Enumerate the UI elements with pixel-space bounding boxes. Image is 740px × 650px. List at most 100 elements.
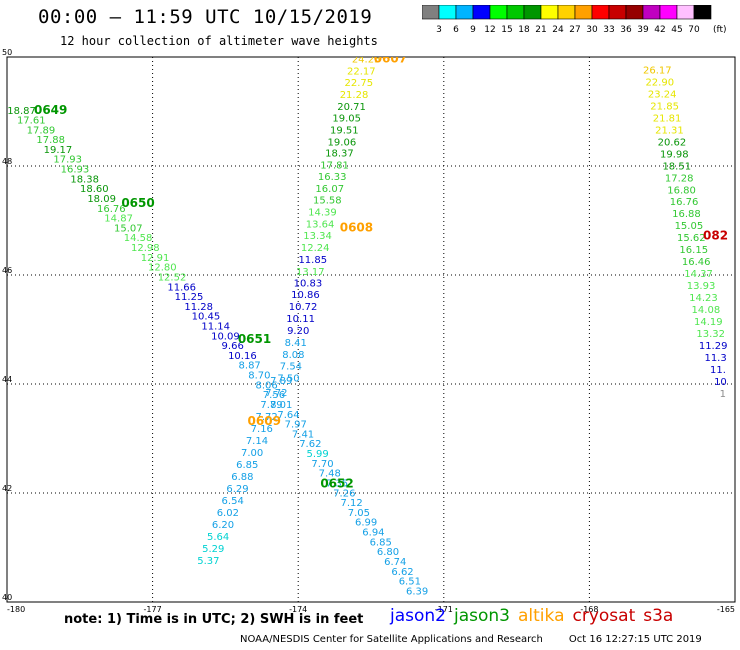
pass-id-label: 0607 — [374, 51, 407, 65]
x-tick-label: -177 — [144, 605, 162, 614]
wave-height-value: 6.80 — [377, 547, 399, 558]
wave-height-value: 19.51 — [330, 125, 359, 136]
wave-height-value: 12.91 — [141, 253, 170, 264]
pass-id-label: 0650 — [121, 196, 154, 210]
wave-height-value: 17.28 — [665, 173, 694, 184]
x-tick-label: -165 — [717, 605, 735, 614]
wave-height-value: 16.15 — [679, 245, 708, 256]
wave-height-value: 22.90 — [645, 77, 674, 88]
wave-height-value: 6.99 — [355, 518, 377, 529]
wave-height-value: 11.28 — [184, 302, 213, 313]
wave-height-value: 19.98 — [660, 149, 689, 160]
wave-height-value: 11.3 — [704, 353, 726, 364]
wave-height-value: 7.26 — [333, 488, 355, 499]
color-unit-label: (ft) — [713, 25, 727, 35]
x-tick-label: -171 — [435, 605, 453, 614]
footnote: note: 1) Time is in UTC; 2) SWH is in fe… — [64, 612, 364, 627]
wave-height-value: 16.80 — [667, 185, 696, 196]
color-swatch — [489, 5, 508, 20]
x-tick-label: -174 — [289, 605, 307, 614]
wave-height-value: 24.25 — [352, 54, 381, 65]
legend-entry-s3a: s3a — [643, 606, 674, 626]
wave-height-value: 22.75 — [345, 78, 374, 89]
wave-height-value: 10.72 — [289, 302, 318, 313]
wave-height-value: 14.23 — [689, 293, 718, 304]
wave-height-value: 16.07 — [315, 184, 344, 195]
color-swatch — [455, 5, 474, 20]
wave-height-value: 22.17 — [347, 66, 376, 77]
wave-height-value: 7.97 — [285, 420, 307, 431]
wave-height-value: 16.93 — [61, 165, 90, 176]
wave-height-value: 9.66 — [222, 341, 244, 352]
page-subtitle: 12 hour collection of altimeter wave hei… — [60, 34, 378, 48]
wave-height-value: 17.61 — [17, 115, 46, 126]
wave-height-value: 7.00 — [241, 448, 263, 459]
color-swatch — [608, 5, 627, 20]
wave-height-value: 14.19 — [694, 317, 723, 328]
wave-height-value: 15.05 — [675, 221, 704, 232]
wave-height-value: 7.89 — [270, 376, 292, 387]
wave-height-value: 13.17 — [296, 267, 325, 278]
credit-text: NOAA/NESDIS Center for Satellite Applica… — [240, 634, 543, 645]
wave-height-value: 7.16 — [251, 424, 273, 435]
color-tick-label: 21 — [535, 25, 546, 35]
wave-height-value: 15.07 — [114, 223, 143, 234]
wave-height-value: 7.35 — [326, 478, 348, 489]
wave-height-value: 20.62 — [658, 137, 687, 148]
y-tick-label: 50 — [2, 48, 12, 57]
legend-entry-cryosat: cryosat — [572, 606, 636, 626]
color-swatch — [676, 5, 695, 20]
wave-height-value: 5.29 — [202, 544, 224, 555]
color-tick-label: 30 — [586, 25, 598, 35]
wave-height-value: 14.37 — [684, 269, 713, 280]
x-tick-label: -180 — [7, 605, 25, 614]
color-tick-label: 6 — [453, 25, 459, 35]
generation-timestamp: Oct 16 12:27:15 UTC 2019 — [568, 634, 702, 645]
wave-height-value: 17.89 — [27, 125, 56, 136]
wave-height-value: 11.25 — [175, 292, 204, 303]
color-swatch — [591, 5, 610, 20]
wave-height-value: 6.29 — [226, 484, 248, 495]
wave-height-value: 9.20 — [287, 326, 309, 337]
wave-height-value: 1 — [720, 389, 726, 400]
color-swatch — [574, 5, 593, 20]
wave-height-value: 10.83 — [294, 278, 323, 289]
wave-height-value: 11.85 — [298, 255, 327, 266]
wave-height-value: 13.32 — [696, 329, 725, 340]
color-tick-label: 36 — [620, 25, 632, 35]
wave-height-value: 7.56 — [263, 390, 285, 401]
color-swatch — [625, 5, 644, 20]
color-swatch — [472, 5, 491, 20]
wave-height-value: 6.74 — [384, 557, 406, 568]
color-tick-label: 33 — [603, 25, 614, 35]
wave-height-value: 18.60 — [80, 184, 109, 195]
color-tick-label: 9 — [470, 25, 476, 35]
wave-height-value: 18.37 — [325, 149, 354, 160]
wave-height-value: 23.24 — [648, 89, 677, 100]
wave-height-value: 6.62 — [391, 567, 413, 578]
wave-height-value: 6.94 — [362, 528, 384, 539]
wave-height-value: 8.08 — [282, 350, 304, 361]
wave-height-value: 16.76 — [97, 204, 126, 215]
wave-height-value: 10.45 — [192, 312, 221, 323]
color-swatch — [438, 5, 457, 20]
wave-height-value: 11.66 — [167, 282, 196, 293]
wave-height-value: 6.39 — [406, 586, 428, 597]
wave-height-value: 6.85 — [236, 460, 258, 471]
wave-height-value: 18.09 — [87, 194, 116, 205]
wave-height-value: 6.51 — [399, 577, 421, 588]
y-tick-label: 40 — [2, 593, 12, 602]
wave-height-value: 21.85 — [650, 101, 679, 112]
color-swatch — [422, 5, 440, 20]
wave-height-value: 7.50 — [277, 373, 299, 384]
color-tick-label: 15 — [501, 25, 512, 35]
wave-height-value: 7.14 — [246, 436, 268, 447]
wave-height-value: 21.31 — [655, 125, 684, 136]
color-swatch — [540, 5, 559, 20]
wave-height-value: 7.72 — [265, 388, 287, 399]
x-tick-label: -168 — [580, 605, 598, 614]
color-scale-bar: 3 6 9 12 15 18 21 24 27 30 33 36 39 42 45 70 (ft) — [422, 5, 727, 35]
y-tick-label: 48 — [2, 157, 12, 166]
pass-id-label: 0649 — [34, 103, 67, 117]
wave-height-value: 7.64 — [277, 410, 299, 421]
